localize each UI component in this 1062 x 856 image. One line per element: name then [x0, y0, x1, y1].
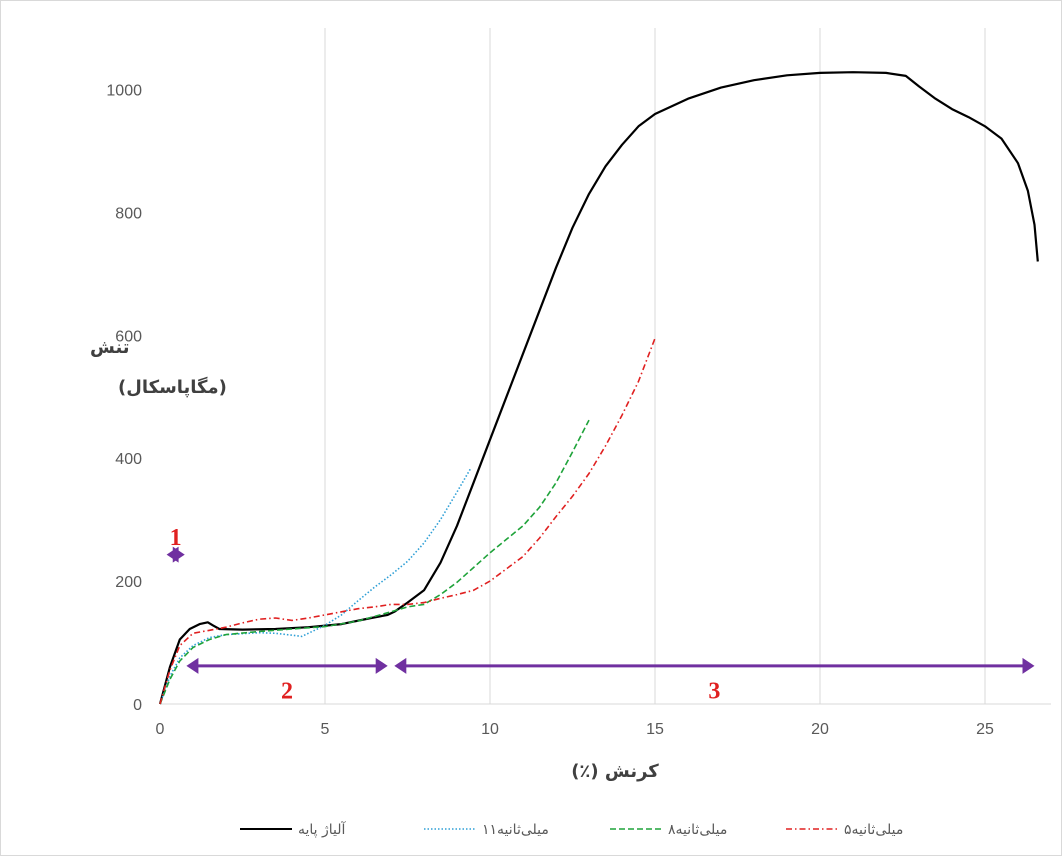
region-label-3: 3 [708, 678, 720, 704]
gridlines [160, 28, 1051, 705]
x-tick-label: 5 [321, 721, 330, 738]
legend-label-1: ۱۱میلی‌ثانیه [482, 822, 549, 838]
x-axis-title: کرنش (٪) [571, 761, 659, 782]
axis-ticks: 0 5 10 15 20 25 0 200 400 600 800 1000 [106, 82, 994, 738]
legend: آلیاژ پایه ۱۱میلی‌ثانیه ۸میلی‌ثانیه ۵میلی‌ث… [240, 821, 903, 838]
legend-label-3: ۵میلی‌ثانیه [844, 822, 903, 838]
region-annotations: 1 2 3 [166, 525, 1035, 704]
y-tick-label: 1000 [106, 82, 142, 99]
arrow-head-right [172, 546, 185, 563]
series-line-2 [159, 419, 590, 705]
series-line-1 [159, 468, 471, 705]
x-tick-label: 20 [811, 721, 829, 738]
x-tick-label: 0 [156, 721, 165, 738]
x-tick-label: 10 [481, 721, 499, 738]
region-label-1: 1 [170, 525, 182, 551]
series-lines [158, 71, 1039, 705]
y-tick-label: 0 [133, 697, 142, 714]
legend-label-0: آلیاژ پایه [298, 821, 347, 838]
y-tick-label: 600 [115, 328, 142, 345]
series-line-3 [159, 338, 656, 705]
series-line-0 [158, 71, 1039, 705]
arrow-head-right [375, 657, 388, 674]
x-tick-label: 25 [976, 721, 994, 738]
y-axis-title-line2: (مگاپاسکال) [118, 376, 227, 398]
x-tick-label: 15 [646, 721, 664, 738]
region-label-2: 2 [281, 678, 293, 704]
y-axis-title-line1: تنش [90, 337, 130, 358]
arrow-head-left [394, 657, 407, 674]
legend-label-2: ۸میلی‌ثانیه [668, 822, 727, 838]
arrow-head-left [186, 657, 199, 674]
y-tick-label: 400 [115, 451, 142, 468]
y-tick-label: 800 [115, 205, 142, 222]
arrow-head-right [1022, 657, 1035, 674]
y-tick-label: 200 [115, 574, 142, 591]
